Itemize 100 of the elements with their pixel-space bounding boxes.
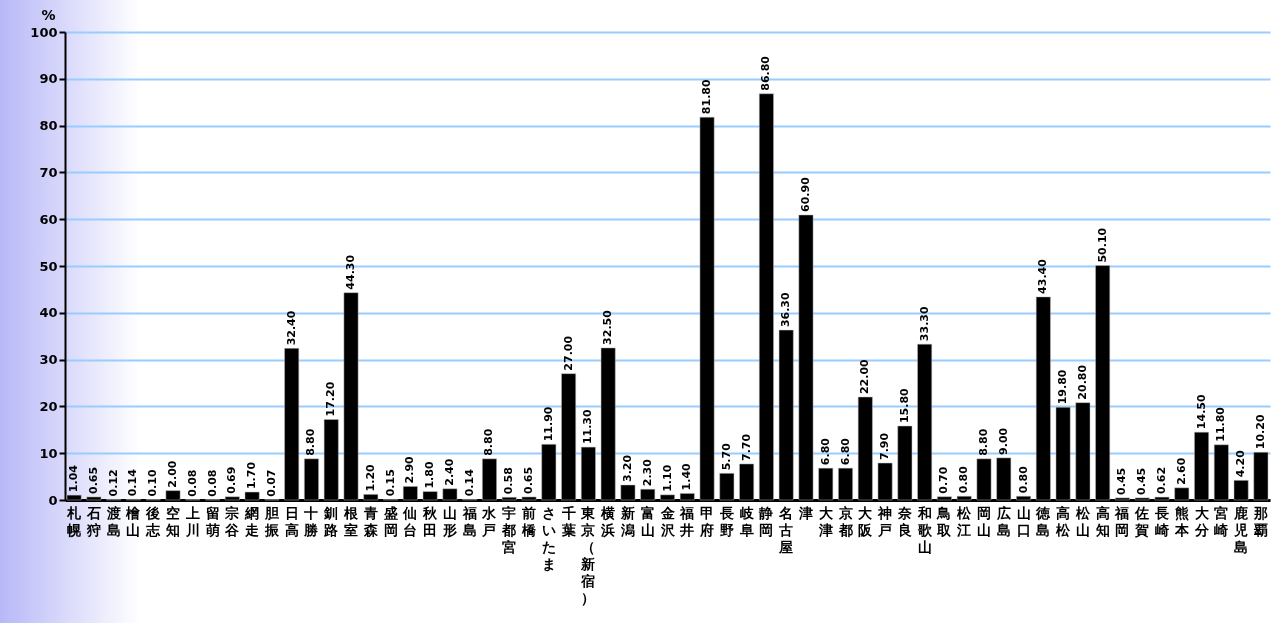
data-label: 14.50	[1194, 394, 1208, 430]
data-label: 7.70	[739, 433, 753, 461]
data-label: 2.90	[403, 455, 417, 484]
x-tick-label: 上川	[184, 504, 200, 538]
data-label: 0.70	[937, 466, 951, 494]
y-tick-label: 50	[39, 258, 58, 274]
x-tick-label: 和歌山	[916, 504, 933, 555]
x-tick-label: 福井	[679, 504, 695, 538]
x-tick-label: 徳島	[1035, 504, 1052, 538]
data-label: 0.58	[502, 467, 516, 495]
data-label: 11.90	[541, 406, 555, 442]
x-tick-label: 留萌	[204, 504, 220, 538]
data-label: 8.80	[482, 428, 496, 456]
y-tick-label: 100	[30, 24, 58, 40]
data-label: 11.80	[1214, 406, 1228, 442]
data-label: 50.10	[1095, 227, 1109, 263]
data-label: 9.00	[996, 427, 1010, 455]
data-label: 0.45	[1115, 467, 1129, 495]
x-tick-label: 大津	[817, 504, 834, 538]
x-tick-label: 後志	[145, 504, 162, 538]
x-tick-label: 鳥取	[936, 504, 953, 538]
data-label: 8.80	[976, 428, 990, 456]
x-tick-label: 檜山	[125, 504, 142, 538]
data-label: 5.70	[719, 442, 733, 471]
y-tick-label: 90	[39, 71, 58, 87]
x-tick-label: 大阪	[858, 504, 874, 538]
data-label: 43.40	[1036, 258, 1050, 294]
data-label: 7.90	[878, 432, 892, 461]
data-label: 0.65	[86, 466, 100, 494]
x-tick-label: 那覇	[1252, 504, 1268, 538]
data-label: 0.08	[205, 469, 219, 497]
y-tick-label: 60	[39, 211, 58, 227]
x-tick-label: 静岡	[758, 504, 774, 538]
x-tick-label: 宇都宮	[501, 504, 517, 555]
x-tick-label: 山形	[441, 504, 457, 538]
data-label: 27.00	[561, 335, 575, 371]
x-tick-label: 長崎	[1154, 504, 1169, 538]
y-axis-title: %	[41, 6, 56, 23]
data-label: 0.80	[957, 465, 971, 494]
data-label: 33.30	[917, 306, 931, 342]
data-label: 11.30	[581, 408, 595, 445]
data-label: 20.80	[1075, 364, 1089, 400]
y-tick-label: 70	[39, 164, 58, 180]
x-tick-label: 千葉	[560, 504, 576, 538]
data-label: 6.80	[838, 437, 852, 466]
x-tick-label: 日高	[284, 504, 299, 538]
data-label: 0.62	[1155, 466, 1168, 495]
x-tick-label: 大分	[1193, 504, 1210, 538]
x-tick-label: 十勝	[303, 504, 320, 538]
y-tick-label: 10	[39, 445, 58, 461]
data-label: 0.12	[106, 469, 120, 497]
y-tick-label: 20	[39, 398, 58, 414]
data-label: 0.10	[146, 469, 160, 497]
x-tick-label: 奈良	[896, 504, 913, 538]
x-tick-label: 鹿児島	[1233, 504, 1249, 555]
x-tick-label: 津	[797, 504, 813, 521]
x-tick-label: 山口	[1016, 504, 1031, 538]
y-tick-label: 0	[48, 492, 58, 508]
x-tick-label: 空知	[165, 504, 180, 538]
data-label: 1.70	[245, 461, 259, 490]
data-label: 81.80	[700, 79, 714, 115]
x-tick-label: 宮崎	[1214, 504, 1229, 538]
data-label: 36.30	[779, 291, 793, 328]
data-label: 2.00	[166, 460, 179, 488]
x-tick-label: 松山	[1074, 504, 1091, 538]
data-label: 0.08	[185, 469, 199, 497]
data-label: 0.07	[264, 469, 278, 497]
x-tick-label: 東京（新宿）	[580, 504, 597, 606]
x-tick-label: 青森	[362, 504, 379, 538]
data-label: 19.80	[1056, 369, 1070, 405]
x-tick-label: 高松	[1055, 504, 1072, 538]
data-label: 60.90	[798, 176, 812, 212]
x-tick-label: 長野	[718, 504, 734, 538]
data-label: 0.69	[225, 466, 239, 494]
x-tick-label: 仙台	[402, 504, 418, 538]
data-label: 32.40	[284, 310, 298, 346]
x-tick-label: 岐阜	[738, 504, 755, 538]
data-label: 0.80	[1016, 465, 1030, 494]
data-label: 1.80	[423, 461, 437, 489]
x-tick-label: 胆振	[263, 504, 280, 538]
data-label: 3.20	[620, 454, 634, 483]
x-tick-label: 富山	[640, 504, 655, 538]
x-tick-label: 高知	[1094, 504, 1110, 538]
data-label: 8.80	[304, 428, 318, 456]
x-tick-label: 根室	[343, 504, 360, 538]
data-label: 2.40	[442, 458, 456, 486]
data-label: 1.20	[363, 463, 377, 492]
data-label: 32.50	[601, 309, 615, 345]
x-tick-label: 福岡	[1114, 504, 1130, 538]
x-tick-label: 水戸	[481, 504, 498, 538]
x-tick-label: 熊本	[1173, 504, 1190, 538]
data-label: 1.04	[67, 464, 81, 493]
data-label: 10.20	[1253, 414, 1267, 450]
x-tick-label: さいたま	[541, 504, 556, 572]
x-tick-label: 前橋	[521, 504, 538, 538]
x-tick-label: 広島	[995, 504, 1011, 538]
x-tick-label: 秋田	[422, 504, 439, 538]
x-tick-label: 新潟	[619, 504, 635, 538]
data-label: 4.20	[1234, 449, 1248, 478]
x-tick-label: 釧路	[323, 504, 339, 538]
